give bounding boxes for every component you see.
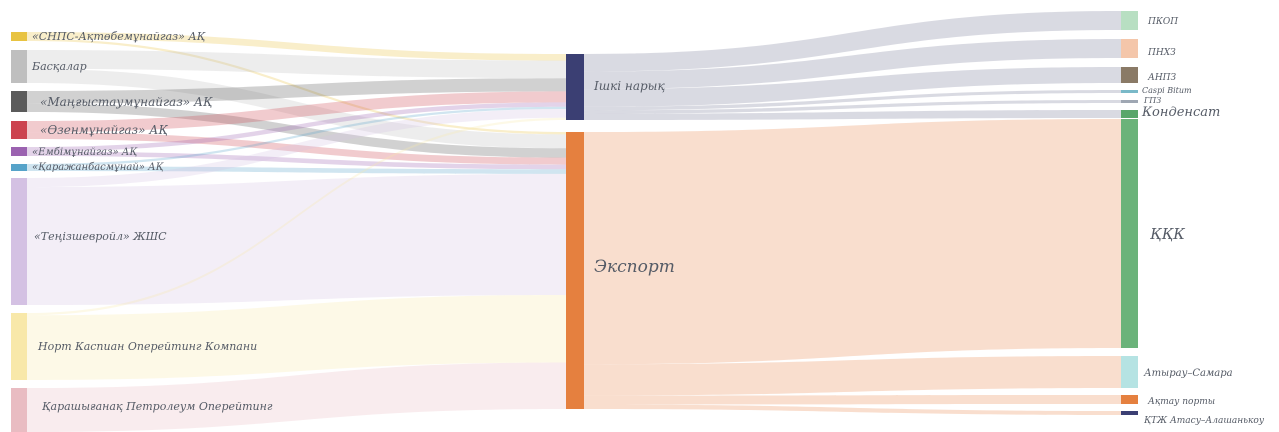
link-karazhanbas-to-domestic bbox=[27, 106, 566, 167]
link-export-to-kkk bbox=[584, 119, 1121, 365]
link-nco-to-domestic bbox=[27, 117, 566, 316]
link-embimunaigaz-to-domestic bbox=[27, 102, 566, 152]
node-kkk bbox=[1121, 119, 1138, 348]
label-pnhz: ПНХЗ bbox=[1147, 48, 1176, 58]
label-caspibitum: Caspi Bitum bbox=[1142, 86, 1192, 95]
node-pnhz bbox=[1121, 39, 1138, 58]
node-condensate bbox=[1121, 110, 1138, 118]
label-baskalar: Басқалар bbox=[31, 60, 87, 73]
link-tengiz-to-export bbox=[27, 173, 566, 305]
label-pkop: ПКОП bbox=[1147, 17, 1178, 27]
link-ozenmunaigaz-to-domestic bbox=[27, 91, 566, 133]
link-domestic-to-gpz bbox=[584, 100, 1121, 114]
link-ozenmunaigaz-to-export bbox=[27, 132, 566, 165]
link-baskalar-to-domestic bbox=[27, 50, 566, 79]
label-embimunaigaz: «Ембімұнайгаз» АҚ bbox=[32, 147, 138, 158]
node-embimunaigaz bbox=[11, 147, 27, 156]
label-kpo: Қарашығанақ Петролеум Оперейтинг bbox=[42, 400, 273, 413]
link-mangystau-to-export bbox=[27, 103, 566, 158]
link-karazhanbas-to-export bbox=[27, 166, 566, 174]
label-export: Экспорт bbox=[594, 257, 675, 277]
node-karazhanbas bbox=[11, 164, 27, 171]
node-aktau_port bbox=[1121, 395, 1138, 404]
node-baskalar bbox=[11, 50, 27, 83]
link-export-to-atasu bbox=[584, 404, 1121, 415]
node-snps bbox=[11, 32, 27, 41]
label-condensate: Конденсат bbox=[1141, 105, 1220, 120]
link-export-to-aktau_port bbox=[584, 395, 1121, 405]
node-export bbox=[566, 132, 584, 409]
label-atasu: ҚТЖ Атасу–Алашанькоу bbox=[1144, 416, 1265, 426]
link-nco-to-export bbox=[27, 294, 566, 380]
link-domestic-to-anpz bbox=[584, 67, 1121, 107]
label-anpz: АНПЗ bbox=[1147, 73, 1177, 83]
node-anpz bbox=[1121, 67, 1138, 83]
link-export-to-atyrau_samara bbox=[584, 356, 1121, 396]
node-tengiz bbox=[11, 178, 27, 305]
link-embimunaigaz-to-export bbox=[27, 151, 566, 170]
link-domestic-to-pnhz bbox=[584, 39, 1121, 90]
node-ozenmunaigaz bbox=[11, 121, 27, 139]
node-nco bbox=[11, 313, 27, 380]
node-gpz bbox=[1121, 100, 1138, 103]
links-layer bbox=[27, 11, 1121, 432]
label-tengiz: «Теңізшевройл» ЖШС bbox=[34, 230, 167, 243]
label-nco: Норт Каспиан Оперейтинг Компани bbox=[37, 340, 257, 353]
link-domestic-to-caspibitum bbox=[584, 90, 1121, 111]
node-atyrau_samara bbox=[1121, 356, 1138, 388]
label-mangystau: «Маңғыстаумұнайгаз» АҚ bbox=[40, 95, 213, 109]
label-domestic: Ішкі нарық bbox=[593, 79, 665, 93]
label-karazhanbas: «Қаражанбасмұнай» АҚ bbox=[32, 162, 165, 173]
node-kpo bbox=[11, 388, 27, 432]
labels-layer: «СНПС-Ақтөбемұнайгаз» АҚ Басқалар «Маңғыст… bbox=[31, 17, 1265, 426]
link-baskalar-to-export bbox=[27, 68, 566, 149]
node-pkop bbox=[1121, 11, 1138, 30]
node-caspibitum bbox=[1121, 90, 1138, 93]
link-tengiz-to-domestic bbox=[27, 109, 566, 188]
label-atyrau_samara: Атырау–Самара bbox=[1143, 368, 1233, 379]
link-kpo-to-export bbox=[27, 362, 566, 432]
nodes-layer bbox=[11, 11, 1138, 432]
link-mangystau-to-domestic bbox=[27, 78, 566, 104]
node-mangystau bbox=[11, 91, 27, 112]
label-snps: «СНПС-Ақтөбемұнайгаз» АҚ bbox=[32, 30, 206, 43]
label-ozenmunaigaz: «Өзенмұнайгаз» АҚ bbox=[40, 123, 168, 137]
link-snps-to-domestic bbox=[27, 32, 566, 61]
label-aktau_port: Ақтау порты bbox=[1147, 397, 1215, 407]
node-domestic bbox=[566, 54, 584, 120]
link-domestic-to-pkop bbox=[584, 11, 1121, 72]
label-kkk: ҚҚК bbox=[1150, 225, 1185, 243]
link-snps-to-export bbox=[27, 38, 566, 135]
node-atasu bbox=[1121, 411, 1138, 415]
link-domestic-to-condensate bbox=[584, 110, 1121, 120]
label-gpz: ГПЗ bbox=[1143, 96, 1161, 105]
